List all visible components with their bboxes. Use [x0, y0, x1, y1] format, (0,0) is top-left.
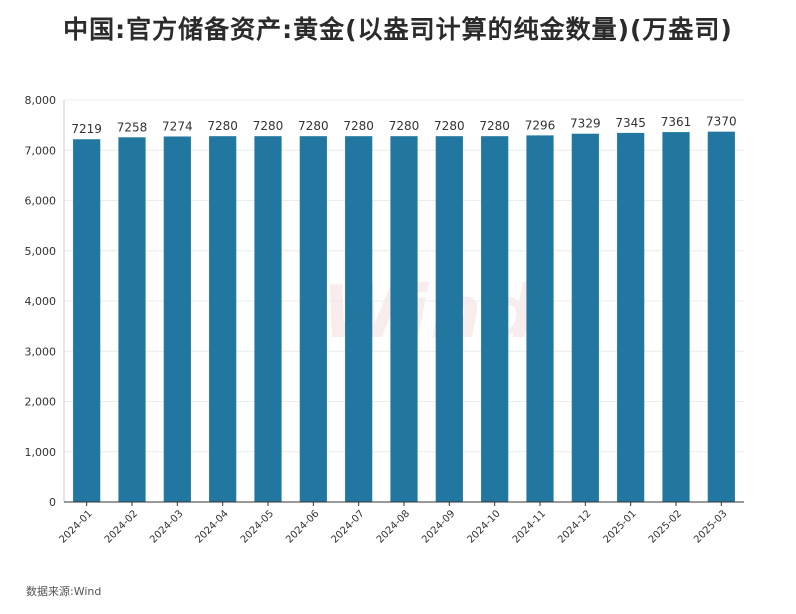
data-label: 7280 — [479, 119, 510, 133]
bar — [254, 136, 282, 502]
bar — [345, 136, 373, 502]
data-label: 7280 — [253, 119, 284, 133]
x-tick-label: 2025-02 — [647, 508, 684, 545]
y-tick-label: 2,000 — [25, 396, 57, 409]
x-tick-label: 2025-03 — [692, 508, 729, 545]
data-label: 7280 — [207, 119, 238, 133]
x-tick-label: 2024-09 — [420, 508, 457, 545]
y-tick-label: 4,000 — [25, 295, 57, 308]
x-tick-label: 2024-10 — [465, 508, 502, 545]
bar — [617, 132, 645, 502]
data-label: 7280 — [434, 119, 465, 133]
y-tick-label: 3,000 — [25, 345, 57, 358]
data-label: 7280 — [343, 119, 374, 133]
x-tick-label: 2024-12 — [556, 508, 593, 545]
data-label: 7258 — [117, 120, 148, 134]
data-label: 7345 — [615, 116, 646, 130]
y-tick-label: 7,000 — [25, 144, 57, 157]
data-label: 7329 — [570, 117, 601, 131]
bar — [390, 136, 418, 502]
x-tick-label: 2024-02 — [103, 508, 140, 545]
y-tick-label: 5,000 — [25, 245, 57, 258]
bar — [73, 139, 101, 503]
data-source-note: 数据来源:Wind — [26, 585, 102, 598]
y-tick-label: 0 — [49, 496, 56, 509]
data-label: 7370 — [706, 115, 737, 129]
chart-title: 中国:官方储备资产:黄金(以盎司计算的纯金数量)(万盎司) — [63, 15, 733, 44]
bar — [481, 136, 509, 502]
y-tick-label: 1,000 — [25, 446, 57, 459]
bar — [707, 131, 735, 502]
data-label: 7361 — [661, 115, 692, 129]
bar — [209, 136, 237, 502]
bar — [526, 135, 554, 502]
data-label: 7274 — [162, 119, 193, 133]
bar — [299, 136, 327, 502]
data-label: 7296 — [525, 118, 556, 132]
x-tick-label: 2024-04 — [193, 508, 230, 545]
data-label: 7280 — [298, 119, 329, 133]
data-label: 7219 — [71, 122, 102, 136]
x-tick-label: 2024-05 — [239, 508, 276, 545]
x-tick-label: 2024-03 — [148, 508, 185, 545]
bar — [118, 137, 146, 502]
bar — [571, 133, 599, 502]
x-tick-label: 2024-01 — [57, 508, 94, 545]
x-tick-label: 2024-06 — [284, 508, 321, 545]
y-tick-label: 6,000 — [25, 195, 57, 208]
x-tick-label: 2025-01 — [601, 508, 638, 545]
bar — [163, 136, 191, 502]
y-tick-label: 8,000 — [25, 94, 57, 107]
x-tick-label: 2024-08 — [375, 508, 412, 545]
bar — [435, 136, 463, 502]
x-tick-label: 2024-07 — [329, 508, 366, 545]
bar — [662, 132, 690, 503]
x-tick-label: 2024-11 — [511, 508, 548, 545]
data-label: 7280 — [389, 119, 420, 133]
